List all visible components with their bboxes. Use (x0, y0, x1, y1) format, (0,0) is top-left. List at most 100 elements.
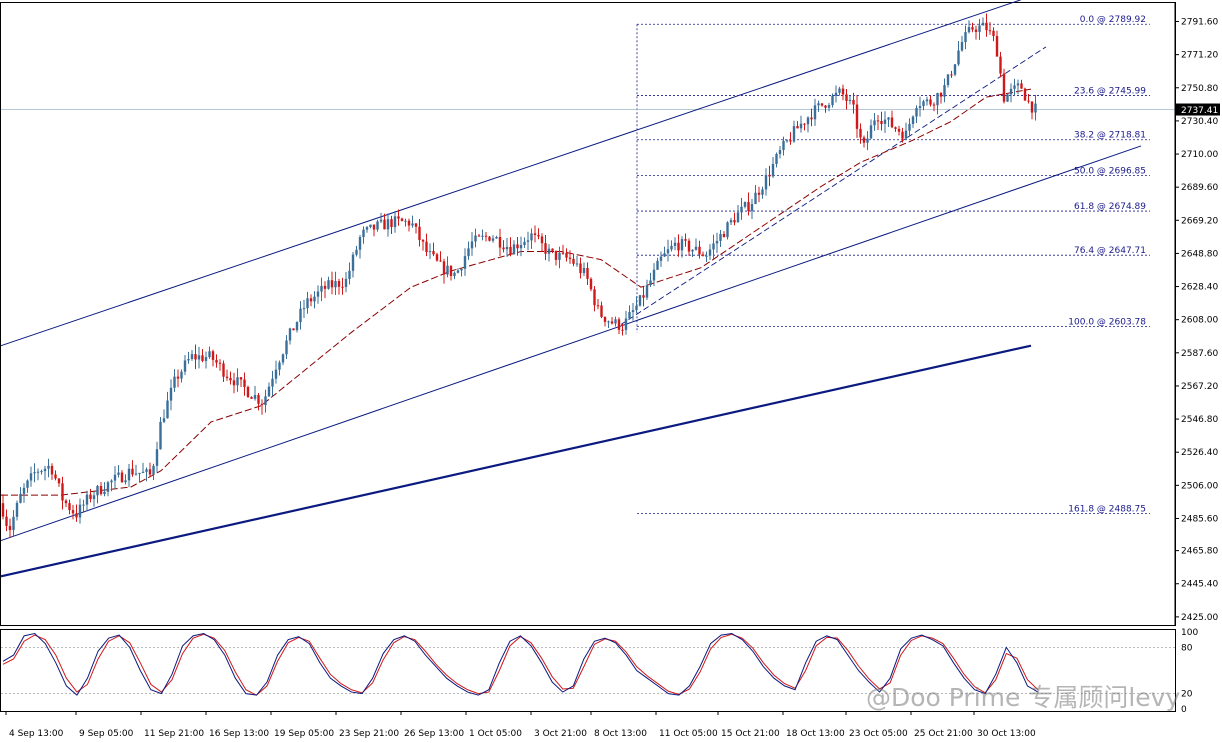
candle-body-218 (764, 174, 768, 190)
candle-body-189 (663, 253, 666, 257)
channel-line-2 (0, 344, 1032, 578)
time-tick-label-14: 25 Oct 21:00 (914, 729, 973, 739)
candle-body-2 (8, 525, 12, 531)
candle-body-163 (572, 258, 575, 264)
candle-body-210 (736, 212, 740, 223)
candle-body-233 (817, 103, 820, 106)
price-tick-label-18: 2425.00 (1181, 613, 1218, 623)
candle-body-227 (796, 126, 799, 129)
candle-body-119 (418, 226, 421, 241)
candle-body-288 (1009, 88, 1013, 95)
candle-body-108 (379, 219, 383, 222)
candle-body-178 (624, 318, 628, 330)
candle-body-83 (292, 328, 295, 331)
candle-body-49 (173, 376, 176, 388)
candle-body-80 (281, 354, 285, 363)
candle-body-121 (425, 241, 428, 253)
candle-body-294 (1030, 101, 1034, 113)
candle-body-140 (491, 238, 495, 241)
candle-body-4 (15, 502, 19, 517)
candle-body-122 (428, 251, 432, 253)
candle-body-142 (498, 236, 502, 248)
candle-body-167 (586, 267, 589, 279)
candle-body-8 (29, 473, 33, 481)
time-axis: 4 Sep 13:00 9 Sep 05:00 11 Sep 21:00 16 Sep… (5, 711, 1036, 739)
candle-body-203 (712, 243, 715, 250)
candle-body-40 (141, 471, 145, 473)
candle-body-86 (302, 308, 306, 310)
candle-body-187 (656, 260, 659, 270)
candle-body-207 (726, 222, 729, 238)
candle-body-10 (36, 471, 40, 473)
candle-body-166 (582, 267, 586, 274)
candle-body-139 (488, 236, 491, 241)
price-tick-label-5: 2689.60 (1181, 183, 1218, 193)
candle-body-25 (89, 494, 92, 499)
fib-label-4: 61.8 @ 2674.89 (1074, 202, 1146, 212)
candle-body-215 (754, 192, 757, 205)
candle-body-241 (845, 94, 848, 101)
stoch-level-label-2: 20 (1181, 690, 1193, 700)
candle-body-164 (575, 263, 579, 265)
candle-body-242 (848, 99, 852, 101)
fib-label-7: 161.8 @ 2488.75 (1068, 504, 1146, 514)
candle-body-103 (362, 229, 365, 238)
candle-body-131 (460, 268, 463, 271)
time-tick-label-13: 23 Oct 05:00 (849, 729, 908, 739)
candle-body-129 (453, 272, 456, 276)
price-tick-label-1: 2771.20 (1181, 51, 1218, 61)
fib-label-1: 23.6 @ 2745.99 (1074, 87, 1146, 97)
candle-body-152 (533, 233, 537, 235)
candle-body-102 (358, 237, 362, 250)
candle-body-58 (204, 357, 208, 361)
candle-body-11 (40, 471, 43, 473)
time-tick-label-7: 1 Oct 05:00 (469, 729, 522, 739)
candle-body-266 (932, 104, 936, 106)
candle-body-250 (876, 120, 880, 122)
candle-body-99 (348, 270, 351, 279)
candle-body-75 (264, 396, 267, 406)
candle-body-186 (652, 269, 656, 281)
candle-body-285 (999, 56, 1002, 74)
candle-body-37 (131, 468, 134, 475)
candle-body-134 (470, 241, 474, 249)
candle-body-73 (257, 395, 260, 404)
candle-body-68 (239, 377, 243, 380)
stoch-main-line (2, 632, 1039, 696)
price-tick-label-13: 2526.40 (1181, 448, 1218, 458)
candle-body-7 (26, 480, 29, 488)
candle-body-137 (481, 235, 484, 237)
price-tick-label-4: 2710.00 (1181, 150, 1218, 160)
candle-body-292 (1023, 88, 1027, 101)
candle-body-29 (103, 491, 106, 495)
candle-body-277 (971, 27, 974, 30)
candle-body-176 (617, 319, 621, 330)
candle-body-270 (946, 74, 950, 86)
candle-body-200 (701, 254, 705, 256)
candle-body-222 (778, 150, 782, 155)
candle-body-252 (883, 119, 887, 124)
candle-body-114 (400, 218, 404, 221)
candle-body-105 (369, 224, 372, 228)
candle-body-33 (117, 472, 120, 475)
candle-body-88 (309, 298, 313, 302)
candle-body-165 (579, 263, 582, 274)
candle-body-60 (211, 351, 215, 360)
candle-body-30 (106, 482, 110, 492)
candle-body-205 (719, 233, 722, 241)
candle-body-170 (596, 305, 600, 307)
price-tick-label-3: 2730.40 (1181, 117, 1218, 127)
candle-body-54 (190, 354, 194, 359)
candle-body-244 (855, 104, 859, 129)
trend-channel-lines (0, 0, 1142, 578)
candle-body-183 (642, 295, 645, 298)
main-plot-frame (0, 2, 1176, 626)
candle-body-275 (964, 32, 967, 43)
fib-label-6: 100.0 @ 2603.78 (1068, 318, 1146, 328)
candle-body-182 (638, 295, 642, 306)
candle-body-123 (432, 251, 435, 255)
candle-body-196 (687, 240, 691, 252)
time-tick-label-8: 3 Oct 21:00 (534, 729, 587, 739)
candle-body-289 (1013, 85, 1016, 89)
candle-body-161 (565, 252, 568, 258)
